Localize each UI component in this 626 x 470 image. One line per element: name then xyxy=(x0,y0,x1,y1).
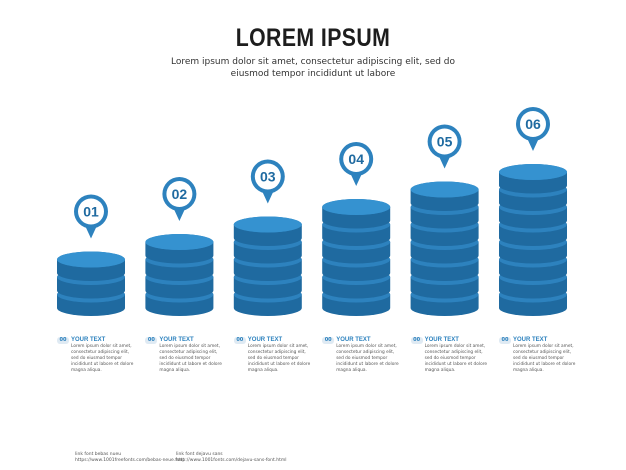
step-heading: YOUR TEXT xyxy=(424,337,459,343)
step-number: 02 xyxy=(172,186,188,202)
stack-top xyxy=(499,164,567,180)
footer-link-1[interactable]: link font bebas nueu https://www.1001free… xyxy=(75,452,184,464)
subtitle: Lorem ipsum dolor sit amet, consectetur … xyxy=(170,57,456,79)
pin-inner xyxy=(343,146,370,172)
step-text-block: 00 YOUR TEXT Lorem ipsum dolor sit amet, c… xyxy=(410,336,491,374)
step-heading: YOUR TEXT xyxy=(71,337,106,343)
pin-tail xyxy=(527,138,539,151)
stack-top xyxy=(410,181,479,198)
stack-top xyxy=(322,199,391,215)
page-title: LOREM IPSUM xyxy=(235,24,391,52)
step-heading: YOUR TEXT xyxy=(159,337,194,343)
footer-link-2[interactable]: link font dejavu sans http://www.1001font… xyxy=(176,452,286,464)
step-text-block: 00 YOUR TEXT Lorem ipsum dolor sit amet, c… xyxy=(57,336,137,374)
pin-tail xyxy=(438,155,451,169)
step-badge: 00 xyxy=(322,337,335,344)
step-heading: YOUR TEXT xyxy=(336,337,371,343)
pin-tail xyxy=(350,173,363,186)
footer-url: http://www.1001fonts.com/dejavu-sans-fon… xyxy=(176,458,287,463)
step-text-block: 00 YOUR TEXT Lorem ipsum dolor sit amet, c… xyxy=(322,336,402,374)
step-badge: 00 xyxy=(57,337,69,344)
step-body: Lorem ipsum dolor sit amet, consectetur … xyxy=(424,344,488,373)
step-number: 05 xyxy=(437,134,453,150)
step-body: Lorem ipsum dolor sit amet, consectetur … xyxy=(336,344,399,373)
step-number: 03 xyxy=(260,169,276,185)
step-heading: YOUR TEXT xyxy=(513,337,548,343)
step-text-block: 00 YOUR TEXT Lorem ipsum dolor sit amet, c… xyxy=(233,336,314,374)
step-body: Lorem ipsum dolor sit amet, consectetur … xyxy=(513,344,576,373)
step-badge: 00 xyxy=(233,337,246,344)
stack-top xyxy=(57,251,125,268)
step-number: 06 xyxy=(525,116,541,132)
pin-inner xyxy=(78,198,104,225)
pin-tail xyxy=(261,190,274,204)
pin-inner xyxy=(254,163,281,190)
step-heading: YOUR TEXT xyxy=(247,337,283,343)
footer-url: https://www.1001freefonts.com/bebas-neue… xyxy=(75,458,185,463)
stack-top xyxy=(145,234,214,250)
step-badge: 00 xyxy=(410,337,423,344)
step-text-block: 00 YOUR TEXT Lorem ipsum dolor sit amet, c… xyxy=(145,336,225,374)
step-badge: 00 xyxy=(145,337,158,344)
step-body: Lorem ipsum dolor sit amet, consectetur … xyxy=(247,344,311,373)
footer-label: link font bebas nueu xyxy=(75,452,122,457)
pin-tail xyxy=(85,225,97,239)
pin-inner xyxy=(166,181,193,207)
pin-inner xyxy=(520,111,546,137)
pin-tail xyxy=(173,208,186,221)
step-number: 01 xyxy=(83,204,99,220)
footer-label: link font dejavu sans xyxy=(176,452,223,457)
step-body: Lorem ipsum dolor sit amet, consectetur … xyxy=(159,344,222,373)
step-number: 04 xyxy=(348,151,364,167)
step-badge: 00 xyxy=(499,337,511,344)
pin-inner xyxy=(431,128,458,155)
stack-top xyxy=(233,216,302,233)
step-body: Lorem ipsum dolor sit amet, consectetur … xyxy=(71,344,134,373)
step-text-block: 00 YOUR TEXT Lorem ipsum dolor sit amet, c… xyxy=(499,336,579,374)
